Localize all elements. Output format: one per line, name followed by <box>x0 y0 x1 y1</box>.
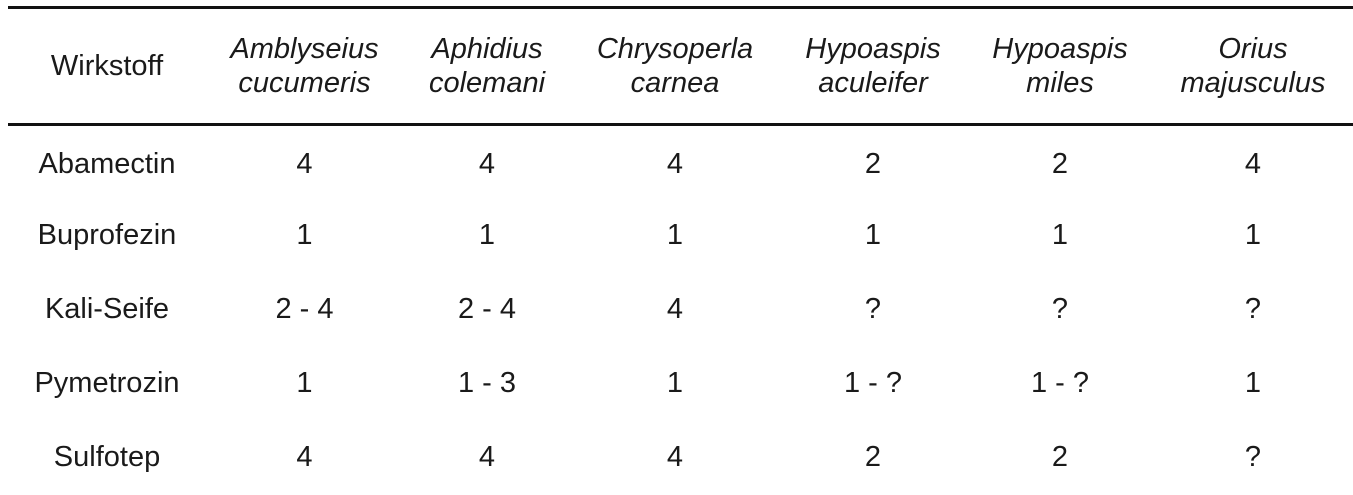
table-cell: 4 <box>296 441 313 473</box>
table-cell: 1 <box>864 219 882 251</box>
row-wirkstoff: Pymetrozin <box>34 367 180 399</box>
header-species: Chrysoperla carnea <box>571 6 779 126</box>
table-row: Pymetrozin 1 1 - 3 1 1 - ? 1 - ? 1 <box>8 347 1353 421</box>
header-wirkstoff: Wirkstoff <box>8 6 206 126</box>
table-cell: 1 <box>1244 367 1262 399</box>
table-cell: 1 <box>666 367 684 399</box>
species-epithet: colemani <box>428 67 546 99</box>
header-species: Orius majusculus <box>1153 6 1353 126</box>
table-row: Abamectin 4 4 4 2 2 4 <box>8 125 1353 199</box>
table-body: Abamectin 4 4 4 2 2 4 Buprofezin 1 1 1 1… <box>8 125 1353 495</box>
table-cell: 2 <box>1051 441 1069 473</box>
header-species: Hypoaspis aculeifer <box>779 6 967 126</box>
table-cell: 2 <box>1051 147 1069 180</box>
species-epithet: carnea <box>630 67 720 99</box>
table-cell: 2 - 4 <box>457 293 517 325</box>
table-cell: 2 <box>864 441 882 473</box>
table-cell: ? <box>864 293 882 325</box>
table-cell: 1 - 3 <box>457 367 517 399</box>
row-wirkstoff: Buprofezin <box>37 219 177 251</box>
header-species: Aphidius colemani <box>403 6 571 126</box>
species-genus: Chrysoperla <box>596 33 754 65</box>
table-cell: 4 <box>666 147 684 180</box>
table-cell: 4 <box>666 293 684 325</box>
species-genus: Hypoaspis <box>992 33 1128 65</box>
row-wirkstoff: Kali-Seife <box>44 293 170 325</box>
species-epithet: cucumeris <box>238 67 371 99</box>
header-species: Hypoaspis miles <box>967 6 1153 126</box>
table-cell: ? <box>1244 293 1262 325</box>
table-cell: 1 <box>1244 219 1262 251</box>
toxicity-table: Wirkstoff Amblyseius cucumeris Aphidius … <box>8 6 1353 495</box>
table-cell: 1 <box>1051 219 1069 251</box>
table-cell: 1 <box>478 219 496 251</box>
row-wirkstoff: Abamectin <box>38 147 176 180</box>
table-cell: 4 <box>478 147 496 180</box>
table-cell: 4 <box>296 147 313 180</box>
row-wirkstoff: Sulfotep <box>53 441 161 473</box>
species-epithet: miles <box>1026 67 1094 99</box>
species-genus: Aphidius <box>431 33 543 65</box>
table-cell: 1 <box>296 367 313 399</box>
species-genus: Hypoaspis <box>805 33 941 65</box>
table-cell: ? <box>1244 441 1262 473</box>
table-row: Kali-Seife 2 - 4 2 - 4 4 ? ? ? <box>8 273 1353 347</box>
header-row: Wirkstoff Amblyseius cucumeris Aphidius … <box>8 6 1353 126</box>
species-epithet: aculeifer <box>818 67 928 99</box>
species-epithet: majusculus <box>1180 67 1326 99</box>
table-cell: 1 - ? <box>1030 367 1090 399</box>
table-cell: 2 <box>864 147 882 180</box>
header-species: Amblyseius cucumeris <box>206 6 403 126</box>
table-cell: ? <box>1051 293 1069 325</box>
table-cell: 1 <box>666 219 684 251</box>
table-row: Buprofezin 1 1 1 1 1 1 <box>8 199 1353 273</box>
table-cell: 1 - ? <box>843 367 903 399</box>
table-cell: 4 <box>666 441 684 473</box>
table-header: Wirkstoff Amblyseius cucumeris Aphidius … <box>8 6 1353 126</box>
table-row: Sulfotep 4 4 4 2 2 ? <box>8 421 1353 495</box>
table-cell: 4 <box>1244 147 1262 180</box>
table-cell: 2 - 4 <box>275 293 334 325</box>
species-genus: Amblyseius <box>230 33 379 65</box>
table-cell: 1 <box>296 219 313 251</box>
table-cell: 4 <box>478 441 496 473</box>
species-genus: Orius <box>1218 33 1288 65</box>
